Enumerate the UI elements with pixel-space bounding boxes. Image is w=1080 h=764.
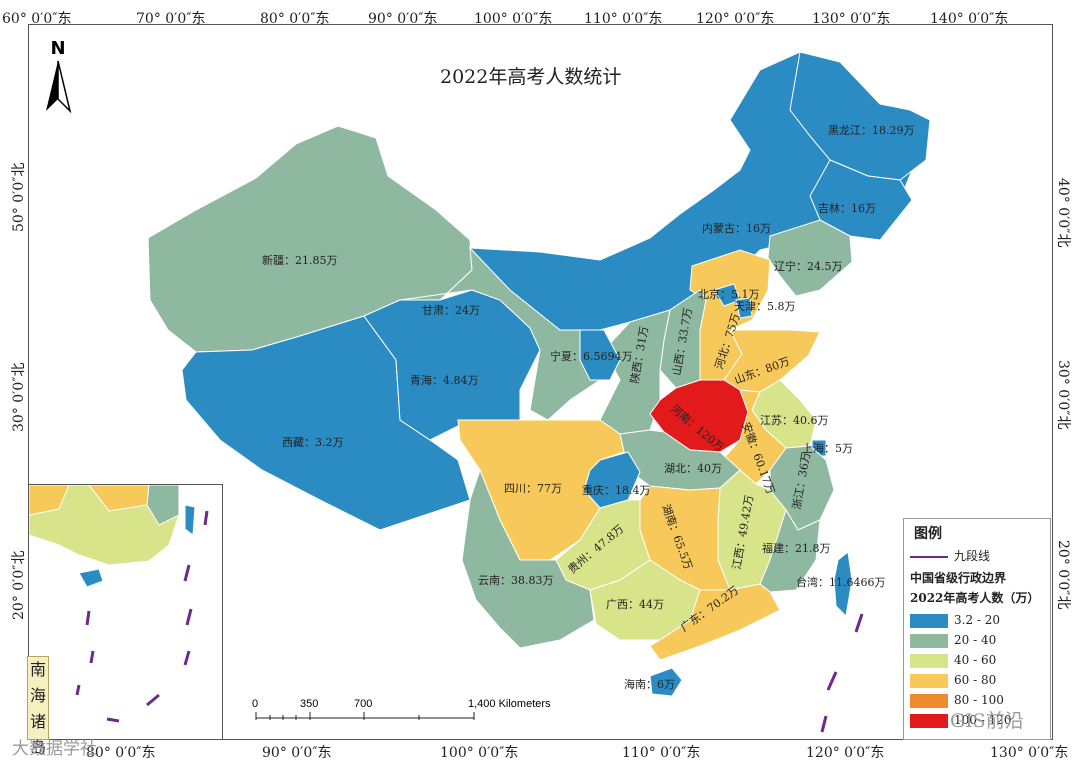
label-tianjin: 天津：5.8万 [734,300,796,313]
label-jiangsu: 江苏：40.6万 [760,414,829,427]
province-jilin[interactable] [809,159,913,241]
province-qinghai[interactable] [363,289,541,441]
label-neimenggu: 内蒙古：16万 [702,221,771,235]
swatch-class-5 [910,693,948,708]
label-jilin: 吉林：16万 [818,201,876,215]
province-anhui[interactable] [723,389,787,485]
graticule-top-140: 140° 0′0″东 [930,11,1009,27]
label-taiwan: 台湾：11.6466万 [796,575,886,589]
label-hainan: 海南：6万 [624,677,675,691]
scale-tick-700: 700 [354,698,373,710]
province-ningxia[interactable] [579,329,621,381]
province-hainan[interactable] [649,667,683,697]
north-label: N [50,38,66,59]
graticule-bottom-120: 120° 0′0″东 [806,745,885,761]
nine-dash-swatch [910,555,948,558]
legend-class-4-label: 60 - 80 [954,673,997,687]
legend-class-4: 60 - 80 [910,673,996,688]
legend-class-6-label: 100 - 120 [954,713,1012,727]
graticule-top-70: 70° 0′0″东 [136,11,206,27]
label-qinghai: 青海：4.84万 [410,373,479,387]
scale-tick-0: 0 [252,698,259,710]
label-fujian: 福建：21.8万 [762,541,831,555]
swatch-class-2 [910,633,948,648]
north-arrow: N [42,38,74,114]
label-xinjiang: 新疆：21.85万 [262,253,338,267]
label-gansu: 甘肃：24万 [422,304,480,317]
label-shanghai: 上海：5万 [802,441,853,455]
label-hubei: 湖北：40万 [664,462,722,475]
graticule-bottom-130: 130° 0′0″东 [990,745,1069,761]
label-sichuan: 四川：77万 [504,482,562,495]
south-china-sea-inset [28,484,223,740]
province-guangdong[interactable] [649,583,781,661]
label-yunnan: 云南：38.83万 [478,574,554,587]
graticule-top-60: 60° 0′0″东 [2,11,72,27]
label-beijing: 北京：5.1万 [698,287,760,301]
province-heilongjiang[interactable] [789,51,931,181]
legend-nine-dash: 九段线 [910,547,990,564]
graticule-top-100: 100° 0′0″东 [474,11,553,27]
graticule-bottom-100: 100° 0′0″东 [440,745,519,761]
label-xizang: 西藏：3.2万 [282,436,344,449]
label-chongqing: 重庆：18.4万 [582,483,651,497]
swatch-class-3 [910,653,948,668]
legend: 图例 九段线 中国省级行政边界 2022年高考人数（万） 3.2 - 20 20… [903,518,1051,740]
legend-class-3-label: 40 - 60 [954,653,997,667]
label-guangxi: 广西：44万 [606,598,664,611]
legend-title: 图例 [914,526,942,542]
graticule-top-80: 80° 0′0″东 [260,11,330,27]
graticule-bottom-90: 90° 0′0″东 [262,745,332,761]
graticule-bottom-80: 80° 0′0″东 [86,745,156,761]
swatch-class-4 [910,673,948,688]
legend-boundary-label: 中国省级行政边界 [910,571,1007,585]
legend-class-1: 3.2 - 20 [910,613,1000,628]
legend-class-6: 100 - 120 [910,713,1012,728]
legend-class-3: 40 - 60 [910,653,996,668]
inset-map [29,485,209,723]
legend-nine-dash-label: 九段线 [954,549,991,563]
legend-class-5: 80 - 100 [910,693,1004,708]
swatch-class-6 [910,713,948,728]
nine-dash-line [820,613,864,733]
graticule-bottom-110: 110° 0′0″东 [622,745,701,761]
north-arrow-icon [46,60,72,114]
inset-label: 南海诸岛 [27,656,49,757]
scale-bar: 0 350 700 1,400 Kilometers [248,698,578,728]
legend-field-label: 2022年高考人数（万） [910,591,1040,605]
watermark-left: 大数据学社 [12,739,97,759]
province-henan[interactable] [649,379,749,453]
map-title: 2022年高考人数统计 [440,66,622,88]
graticule-top-120: 120° 0′0″东 [696,11,775,27]
legend-class-5-label: 80 - 100 [954,693,1004,707]
label-heilongjiang: 黑龙江：18.29万 [828,124,915,137]
province-taiwan[interactable] [833,551,853,618]
province-xizang[interactable] [181,315,471,531]
province-liaoning[interactable] [767,219,853,297]
province-tianjin[interactable] [735,297,753,319]
label-liaoning: 辽宁：24.5万 [774,259,843,273]
graticule-top-130: 130° 0′0″东 [812,11,891,27]
legend-class-2: 20 - 40 [910,633,996,648]
graticule-top-110: 110° 0′0″东 [584,11,663,27]
legend-class-2-label: 20 - 40 [954,633,997,647]
graticule-top-90: 90° 0′0″东 [368,11,438,27]
scale-tick-1400: 1,400 Kilometers [468,698,551,710]
scale-tick-350: 350 [300,698,319,710]
watermark-right: GIS前沿 [950,710,1024,732]
province-fujian[interactable] [759,508,821,593]
swatch-class-1 [910,613,948,628]
legend-class-1-label: 3.2 - 20 [954,613,1001,627]
label-ningxia: 宁夏：6.5694万 [550,349,633,363]
province-gansu[interactable] [399,246,601,421]
